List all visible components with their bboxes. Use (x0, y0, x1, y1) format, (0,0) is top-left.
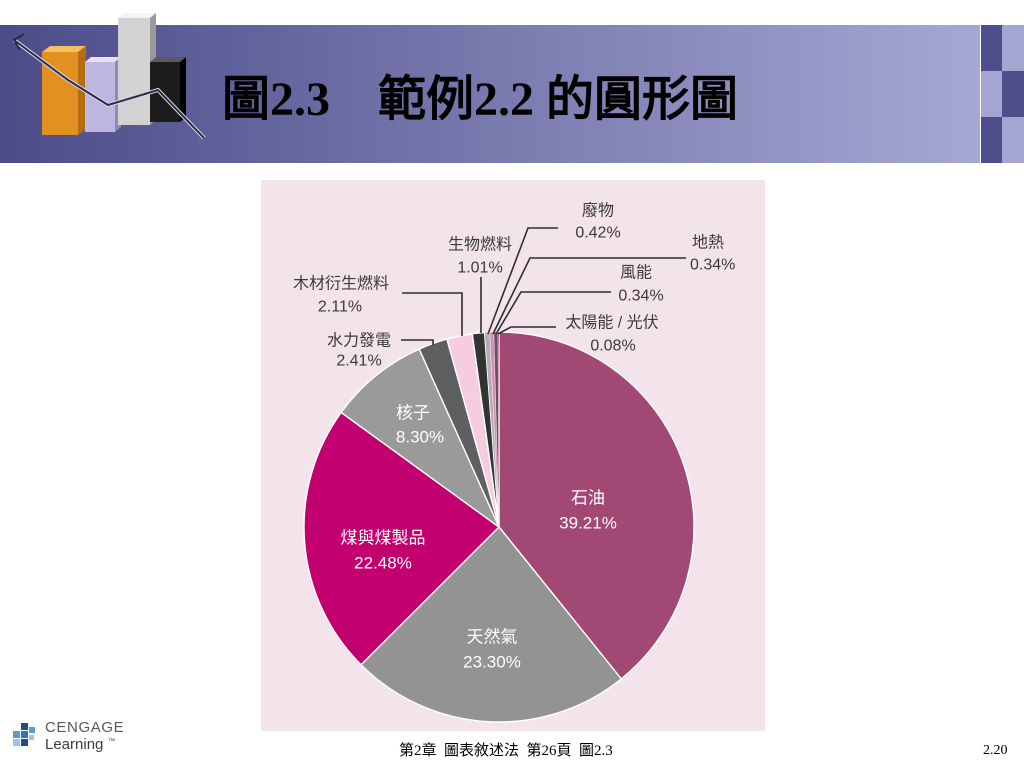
logo-sub-text: Learning (45, 736, 104, 753)
pie-chart: 石油 39.21% 天然氣 23.30% 煤與煤製品 22.48% 核子 8.30% 水力發電 2… (293, 201, 735, 723)
slice-label-geothermal: 地熱 (692, 234, 724, 252)
slice-value-geothermal: 0.34% (690, 257, 735, 274)
pie-slice-coal (303, 411, 500, 666)
cengage-learning-logo: CENGAGE Learning ™ (12, 719, 137, 755)
slice-label-oil: 石油 (571, 489, 605, 508)
slice-label-wood: 木材衍生燃料 (293, 275, 389, 293)
footer-caption: 第2章 圖表敘述法 第26頁 圖2.3 (399, 743, 613, 759)
slice-value-oil: 39.21% (559, 514, 617, 533)
checker-square (981, 25, 1002, 71)
slice-value-biofuel: 1.01% (457, 260, 502, 277)
checker-pattern (981, 25, 1024, 163)
logo-trademark: ™ (108, 738, 115, 745)
pie-slice-natural-gas (360, 526, 622, 723)
pie-slice-nuclear (340, 348, 500, 528)
checker-square (1002, 25, 1024, 71)
page-number: 2.20 (983, 743, 1008, 758)
slice-value-natural-gas: 23.30% (463, 653, 521, 672)
leader-line-geothermal (492, 257, 686, 335)
slice-label-hydro: 水力發電 (327, 332, 391, 350)
slice-value-solar: 0.08% (590, 338, 635, 355)
slice-label-wind: 風能 (620, 264, 652, 282)
slice-label-solar: 太陽能 / 光伏 (565, 314, 658, 332)
slice-label-waste: 廢物 (582, 201, 614, 220)
slice-label-nuclear: 核子 (396, 404, 430, 423)
checker-square (981, 117, 1002, 163)
slice-value-hydro: 2.41% (336, 353, 381, 370)
checker-square (1002, 71, 1024, 117)
slice-label-biofuel: 生物燃料 (448, 236, 512, 254)
leader-line-solar (497, 326, 556, 335)
pie-slice-oil (498, 331, 695, 680)
checker-square (1002, 117, 1024, 163)
slice-value-waste: 0.42% (575, 225, 620, 242)
cengage-squares-icon (13, 723, 35, 746)
slice-label-coal: 煤與煤製品 (341, 529, 426, 548)
leader-line-wood (402, 292, 463, 336)
leader-line-wind (495, 291, 611, 335)
slice-value-coal: 22.48% (354, 554, 412, 573)
pie-slices (303, 331, 695, 723)
3d-bar-chart-icon (12, 13, 206, 140)
logo-brand-text: CENGAGE (45, 719, 125, 736)
leader-line-hydro (401, 339, 434, 345)
slide-title: 圖2.3 範例2.2 的圓形圖 (222, 73, 739, 126)
slice-value-nuclear: 8.30% (396, 428, 444, 447)
slice-value-wind: 0.34% (618, 288, 663, 305)
slice-value-wood: 2.11% (318, 299, 362, 316)
checker-square (981, 71, 1002, 117)
slice-label-natural-gas: 天然氣 (467, 628, 518, 647)
leader-line-waste (487, 227, 558, 335)
pie-chart-panel: 石油 39.21% 天然氣 23.30% 煤與煤製品 22.48% 核子 8.30% 水力發電 2… (261, 180, 765, 731)
